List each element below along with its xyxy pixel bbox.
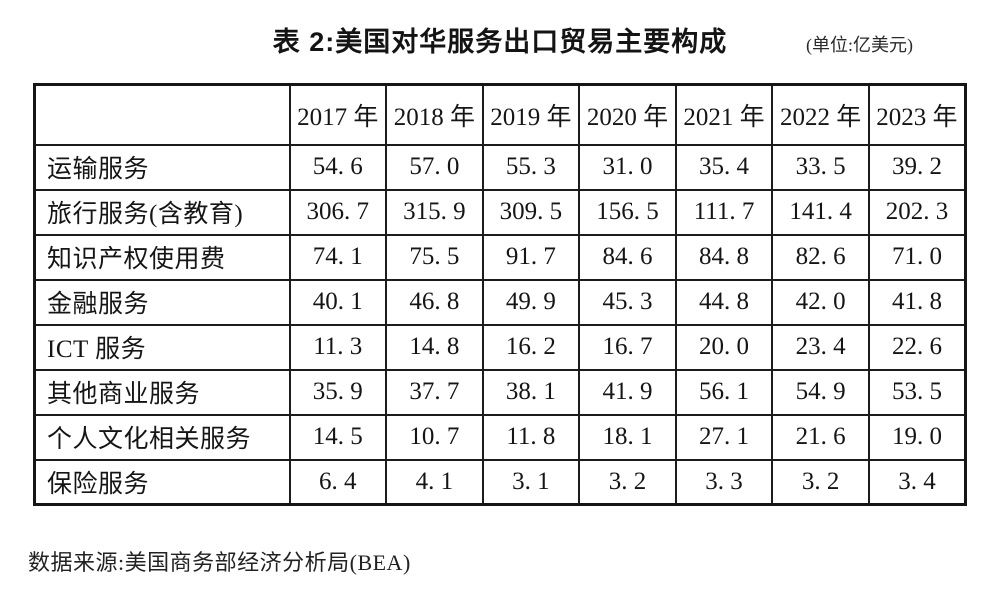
cell-value: 156. 5 xyxy=(578,188,677,236)
cell-value: 22. 6 xyxy=(867,323,967,371)
cell-value: 11. 8 xyxy=(481,413,581,461)
row-label: 保险服务 xyxy=(33,458,291,506)
cell-value: 91. 7 xyxy=(481,233,581,281)
cell-value: 45. 3 xyxy=(578,278,677,326)
cell-value: 19. 0 xyxy=(867,413,967,461)
table-row: 其他商业服务 35. 9 37. 7 38. 1 41. 9 56. 1 54. 9 53. … xyxy=(33,368,967,416)
cell-value: 35. 4 xyxy=(674,143,774,191)
data-table: 2017 年 2018 年 2019 年 2020 年 2021 年 2022 年 2023… xyxy=(33,83,967,506)
row-label: 知识产权使用费 xyxy=(33,233,291,281)
table-title: 表 2:美国对华服务出口贸易主要构成 xyxy=(272,27,728,57)
cell-value: 84. 8 xyxy=(674,233,774,281)
cell-value: 14. 5 xyxy=(288,413,388,461)
cell-value: 41. 9 xyxy=(578,368,677,416)
cell-value: 41. 8 xyxy=(867,278,967,326)
column-header-year: 2022 年 xyxy=(771,83,870,146)
cell-value: 16. 2 xyxy=(481,323,581,371)
cell-value: 44. 8 xyxy=(674,278,774,326)
row-label: 旅行服务(含教育) xyxy=(33,188,291,236)
cell-value: 18. 1 xyxy=(578,413,677,461)
cell-value: 6. 4 xyxy=(288,458,388,506)
cell-value: 54. 6 xyxy=(288,143,388,191)
column-header-year: 2023 年 xyxy=(867,83,967,146)
column-header-year: 2019 年 xyxy=(481,83,581,146)
table-row: 保险服务 6. 4 4. 1 3. 1 3. 2 3. 3 3. 2 3. 4 xyxy=(33,458,967,506)
row-label: 运输服务 xyxy=(33,143,291,191)
cell-value: 16. 7 xyxy=(578,323,677,371)
cell-value: 20. 0 xyxy=(674,323,774,371)
cell-value: 37. 7 xyxy=(385,368,484,416)
column-header-year: 2018 年 xyxy=(385,83,484,146)
cell-value: 306. 7 xyxy=(288,188,388,236)
cell-value: 14. 8 xyxy=(385,323,484,371)
table-row: 金融服务 40. 1 46. 8 49. 9 45. 3 44. 8 42. 0 41. 8 xyxy=(33,278,967,326)
table-row: 个人文化相关服务 14. 5 10. 7 11. 8 18. 1 27. 1 21. 6 19… xyxy=(33,413,967,461)
cell-value: 3. 1 xyxy=(481,458,581,506)
cell-value: 49. 9 xyxy=(481,278,581,326)
cell-value: 46. 8 xyxy=(385,278,484,326)
column-header-year: 2021 年 xyxy=(674,83,774,146)
unit-note: (单位:亿美元) xyxy=(806,35,913,55)
cell-value: 42. 0 xyxy=(771,278,870,326)
cell-value: 40. 1 xyxy=(288,278,388,326)
cell-value: 39. 2 xyxy=(867,143,967,191)
cell-value: 315. 9 xyxy=(385,188,484,236)
data-source-note: 数据来源:美国商务部经济分析局(BEA) xyxy=(28,550,411,575)
cell-value: 309. 5 xyxy=(481,188,581,236)
row-label: 金融服务 xyxy=(33,278,291,326)
cell-value: 111. 7 xyxy=(674,188,774,236)
table-row: 知识产权使用费 74. 1 75. 5 91. 7 84. 6 84. 8 82. 6 71.… xyxy=(33,233,967,281)
cell-value: 33. 5 xyxy=(771,143,870,191)
column-header-year: 2017 年 xyxy=(288,83,388,146)
cell-value: 82. 6 xyxy=(771,233,870,281)
cell-value: 23. 4 xyxy=(771,323,870,371)
row-label: 个人文化相关服务 xyxy=(33,413,291,461)
cell-value: 3. 3 xyxy=(674,458,774,506)
cell-value: 57. 0 xyxy=(385,143,484,191)
cell-value: 35. 9 xyxy=(288,368,388,416)
title-row: 表 2:美国对华服务出口贸易主要构成 xyxy=(0,20,1000,59)
cell-value: 56. 1 xyxy=(674,368,774,416)
cell-value: 31. 0 xyxy=(578,143,677,191)
column-header-year: 2020 年 xyxy=(578,83,677,146)
row-label: 其他商业服务 xyxy=(33,368,291,416)
row-label: ICT 服务 xyxy=(33,323,291,371)
cell-value: 11. 3 xyxy=(288,323,388,371)
cell-value: 141. 4 xyxy=(771,188,870,236)
cell-value: 38. 1 xyxy=(481,368,581,416)
cell-value: 74. 1 xyxy=(288,233,388,281)
cell-value: 202. 3 xyxy=(867,188,967,236)
table-row: 运输服务 54. 6 57. 0 55. 3 31. 0 35. 4 33. 5 39. 2 xyxy=(33,143,967,191)
cell-value: 10. 7 xyxy=(385,413,484,461)
cell-value: 54. 9 xyxy=(771,368,870,416)
cell-value: 3. 2 xyxy=(578,458,677,506)
table-header: 2017 年 2018 年 2019 年 2020 年 2021 年 2022 年 2023… xyxy=(33,83,967,146)
table-row: ICT 服务 11. 3 14. 8 16. 2 16. 7 20. 0 23. 4 22. … xyxy=(33,323,967,371)
cell-value: 21. 6 xyxy=(771,413,870,461)
header-row: 2017 年 2018 年 2019 年 2020 年 2021 年 2022 年 2023… xyxy=(33,83,967,146)
cell-value: 3. 2 xyxy=(771,458,870,506)
cell-value: 53. 5 xyxy=(867,368,967,416)
cell-value: 84. 6 xyxy=(578,233,677,281)
cell-value: 3. 4 xyxy=(867,458,967,506)
cell-value: 55. 3 xyxy=(481,143,581,191)
corner-cell xyxy=(33,83,291,146)
cell-value: 27. 1 xyxy=(674,413,774,461)
cell-value: 75. 5 xyxy=(385,233,484,281)
cell-value: 4. 1 xyxy=(385,458,484,506)
cell-value: 71. 0 xyxy=(867,233,967,281)
